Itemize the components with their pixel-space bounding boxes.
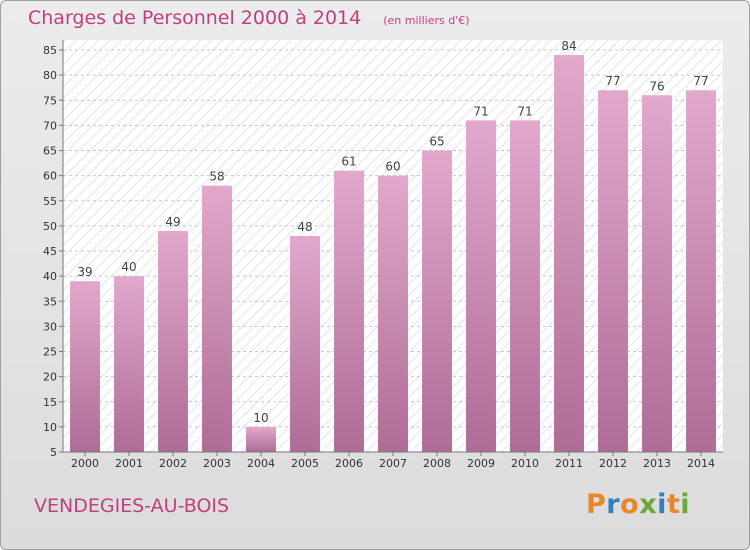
x-tick-label: 2007 — [379, 457, 407, 470]
logo-letter: t — [666, 489, 681, 520]
bar-2004 — [246, 426, 276, 452]
x-tick-label: 2000 — [71, 457, 99, 470]
logo-letter: P — [586, 489, 607, 520]
data-label: 58 — [209, 170, 224, 184]
logo-letter: r — [606, 489, 621, 520]
place-name: VENDEGIES-AU-BOIS — [34, 495, 230, 517]
x-tick-label: 2004 — [247, 457, 275, 470]
data-label: 77 — [605, 74, 620, 88]
proxiti-logo: Proxiti — [586, 489, 690, 520]
y-tick-label: 70 — [43, 119, 57, 132]
y-tick-label: 65 — [43, 145, 57, 158]
y-tick-label: 80 — [43, 69, 57, 82]
x-tick-label: 2008 — [423, 457, 451, 470]
x-tick-label: 2005 — [291, 457, 319, 470]
x-tick-label: 2011 — [555, 457, 583, 470]
y-tick-label: 40 — [43, 270, 57, 283]
x-tick-label: 2002 — [159, 457, 187, 470]
y-tick-label: 35 — [43, 295, 57, 308]
y-tick-label: 75 — [43, 94, 57, 107]
x-tick-label: 2014 — [687, 457, 715, 470]
bar-2011 — [554, 55, 584, 452]
data-label: 48 — [297, 220, 312, 234]
y-tick-label: 25 — [43, 346, 57, 359]
y-tick-label: 20 — [43, 371, 57, 384]
data-label: 71 — [517, 104, 532, 118]
data-label: 77 — [693, 74, 708, 88]
data-label: 49 — [165, 215, 180, 229]
bar-2010 — [510, 120, 540, 452]
x-tick-label: 2001 — [115, 457, 143, 470]
y-tick-label: 5 — [50, 446, 57, 459]
bar-2002 — [158, 230, 188, 452]
data-label: 65 — [429, 135, 444, 149]
logo-letter: x — [639, 489, 658, 520]
y-tick-label: 10 — [43, 421, 57, 434]
data-label: 84 — [561, 39, 576, 53]
data-label: 61 — [341, 155, 356, 169]
bar-2013 — [642, 95, 672, 452]
bar-2003 — [202, 185, 232, 452]
bar-2009 — [466, 120, 496, 452]
x-tick-label: 2012 — [599, 457, 627, 470]
chart-subtitle: (en milliers d'€) — [383, 14, 470, 27]
bar-2000 — [70, 281, 100, 452]
data-label: 71 — [473, 104, 488, 118]
y-tick-label: 15 — [43, 396, 57, 409]
x-tick-label: 2010 — [511, 457, 539, 470]
data-label: 76 — [649, 79, 664, 93]
x-tick-label: 2009 — [467, 457, 495, 470]
y-tick-label: 30 — [43, 320, 57, 333]
bar-2001 — [114, 276, 144, 452]
bar-2012 — [598, 90, 628, 453]
logo-letter: i — [657, 489, 667, 520]
x-tick-label: 2013 — [643, 457, 671, 470]
bar-2006 — [334, 170, 364, 452]
y-tick-label: 60 — [43, 170, 57, 183]
data-label: 40 — [121, 260, 136, 274]
data-label: 10 — [253, 411, 268, 425]
title-row: Charges de Personnel 2000 à 2014 (en mill… — [28, 7, 470, 29]
data-label: 39 — [77, 265, 92, 279]
chart-title: Charges de Personnel 2000 à 2014 — [28, 7, 362, 29]
logo-letter: o — [620, 489, 640, 520]
bar-2008 — [422, 150, 452, 452]
data-label: 60 — [385, 160, 400, 174]
y-tick-label: 85 — [43, 44, 57, 57]
y-tick-label: 55 — [43, 195, 57, 208]
logo-letter: i — [680, 489, 691, 520]
x-tick-label: 2006 — [335, 457, 363, 470]
bar-2014 — [686, 90, 716, 453]
bar-2005 — [290, 235, 320, 452]
y-tick-label: 50 — [43, 220, 57, 233]
y-tick-label: 45 — [43, 245, 57, 258]
x-tick-label: 2003 — [203, 457, 231, 470]
bar-2007 — [378, 175, 408, 452]
